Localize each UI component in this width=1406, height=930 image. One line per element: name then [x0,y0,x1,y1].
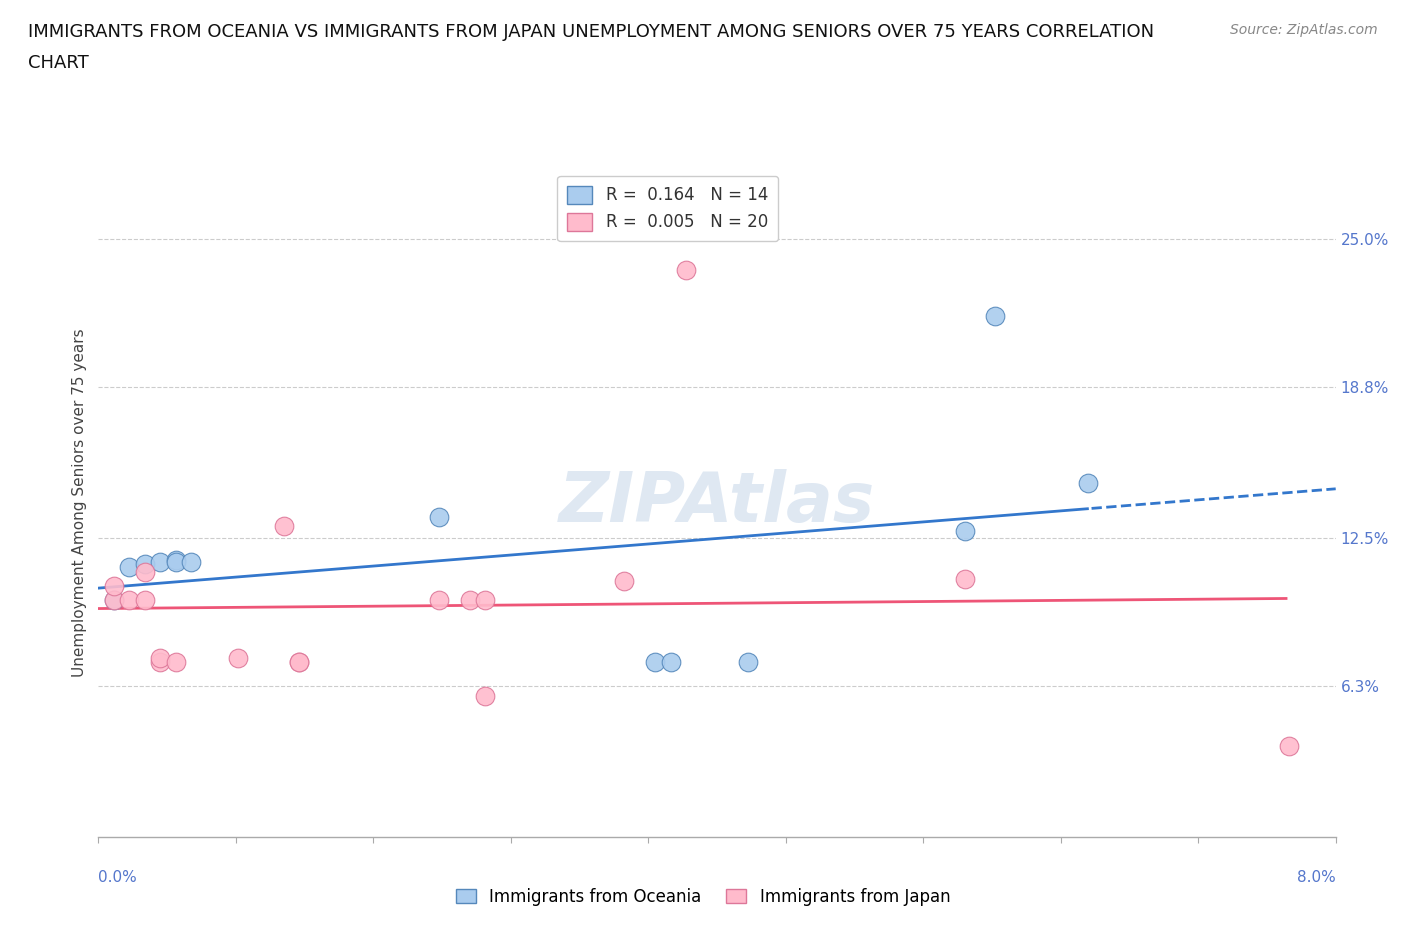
Point [474,592,496,607]
Point [134,592,156,607]
Text: Source: ZipAtlas.com: Source: ZipAtlas.com [1230,23,1378,37]
Point [165,655,187,670]
Point [659,655,682,670]
Point [165,552,187,567]
Point [103,592,125,607]
Point [737,655,759,670]
Point [103,592,125,607]
Point [180,554,202,569]
Point [427,592,450,607]
Text: IMMIGRANTS FROM OCEANIA VS IMMIGRANTS FROM JAPAN UNEMPLOYMENT AMONG SENIORS OVER: IMMIGRANTS FROM OCEANIA VS IMMIGRANTS FR… [28,23,1154,41]
Point [103,578,125,593]
Point [288,655,311,670]
Legend: Immigrants from Oceania, Immigrants from Japan: Immigrants from Oceania, Immigrants from… [449,881,957,912]
Point [427,509,450,524]
Text: 8.0%: 8.0% [1296,870,1336,884]
Text: 0.0%: 0.0% [98,870,138,884]
Point [118,559,141,574]
Point [165,554,187,569]
Point [149,650,172,665]
Point [134,565,156,579]
Text: ZIPAtlas: ZIPAtlas [560,469,875,536]
Y-axis label: Unemployment Among Seniors over 75 years: Unemployment Among Seniors over 75 years [72,328,87,676]
Point [984,308,1007,323]
Point [149,554,172,569]
Point [613,574,636,589]
Point [149,655,172,670]
Point [1077,475,1099,490]
Point [953,524,976,538]
Point [273,519,295,534]
Point [474,688,496,703]
Point [1278,738,1301,753]
Point [675,263,697,278]
Point [953,571,976,586]
Point [118,592,141,607]
Point [458,592,481,607]
Point [134,557,156,572]
Text: CHART: CHART [28,54,89,72]
Point [644,655,666,670]
Point [288,655,311,670]
Point [226,650,249,665]
Legend: R =  0.164   N = 14, R =  0.005   N = 20: R = 0.164 N = 14, R = 0.005 N = 20 [557,176,778,242]
